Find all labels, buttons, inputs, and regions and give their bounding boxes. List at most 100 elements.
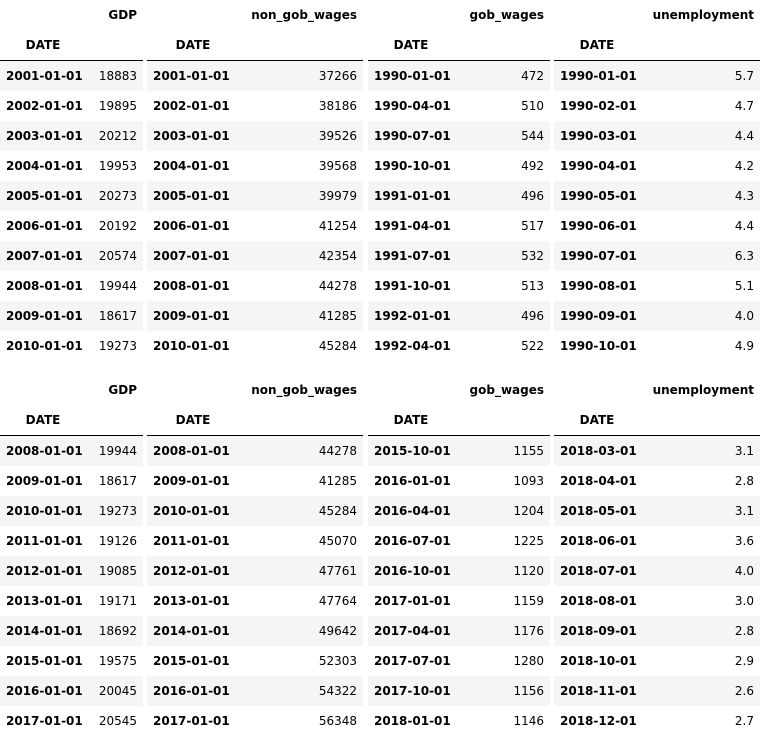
table-row: 2003-01-01 39526 [147, 121, 363, 151]
table-row: 2001-01-01 18883 [0, 60, 143, 91]
cell-value: 4.4 [734, 129, 754, 143]
cell-value: 41285 [318, 309, 357, 323]
row-index-date: 1990-09-01 [560, 309, 637, 323]
row-index-date: 2016-01-01 [374, 474, 451, 488]
cell-value: 47764 [318, 594, 357, 608]
table-row: 1990-10-01 4.9 [554, 331, 760, 361]
table-row: 2016-01-01 54322 [147, 676, 363, 706]
index-header: DATE [368, 30, 454, 61]
table-row: 2017-07-01 1280 [368, 646, 550, 676]
row-index-date: 2015-01-01 [153, 654, 230, 668]
table-row: 2015-10-01 1155 [368, 435, 550, 466]
row-index-date: 2011-01-01 [153, 534, 230, 548]
table-row: 2017-04-01 1176 [368, 616, 550, 646]
table-row: 1990-09-01 4.0 [554, 301, 760, 331]
table-row: 2016-01-01 20045 [0, 676, 143, 706]
table-row: 2010-01-01 45284 [147, 331, 363, 361]
row-index-date: 2009-01-01 [6, 474, 83, 488]
header-blank [239, 30, 363, 61]
cell-value: 42354 [318, 249, 357, 263]
table-row: 1991-07-01 532 [368, 241, 550, 271]
index-header: DATE [0, 405, 86, 436]
row-index-date: 2005-01-01 [153, 189, 230, 203]
row-index-date: 2018-05-01 [560, 504, 637, 518]
index-header: DATE [147, 30, 239, 61]
row-index-date: 2006-01-01 [153, 219, 230, 233]
table-row: 1990-06-01 4.4 [554, 211, 760, 241]
row-index-date: 2018-09-01 [560, 624, 637, 638]
cell-value: 6.3 [734, 249, 754, 263]
table-row: 2006-01-01 20192 [0, 211, 143, 241]
cell-value: 1146 [513, 714, 544, 728]
table-row: 1990-07-01 6.3 [554, 241, 760, 271]
table-row: 1991-10-01 513 [368, 271, 550, 301]
cell-value: 18883 [98, 69, 137, 83]
row-index-date: 1991-10-01 [374, 279, 451, 293]
cell-value: 20045 [98, 684, 137, 698]
row-index-date: 1990-10-01 [374, 159, 451, 173]
cell-value: 492 [521, 159, 544, 173]
row-index-date: 2014-01-01 [6, 624, 83, 638]
cell-value: 39568 [318, 159, 357, 173]
table-row: 2016-01-01 1093 [368, 466, 550, 496]
row-index-date: 2018-06-01 [560, 534, 637, 548]
cell-value: 19575 [98, 654, 137, 668]
row-index-date: 1990-08-01 [560, 279, 637, 293]
table-row: 2015-01-01 52303 [147, 646, 363, 676]
row-index-date: 2017-10-01 [374, 684, 451, 698]
index-header: DATE [554, 405, 640, 436]
cell-value: 56348 [318, 714, 357, 728]
table-row: 1990-01-01 472 [368, 60, 550, 91]
cell-value: 1159 [513, 594, 544, 608]
cell-value: 3.0 [734, 594, 754, 608]
table-row: 2018-08-01 3.0 [554, 586, 760, 616]
row-index-date: 2012-01-01 [153, 564, 230, 578]
cell-value: 4.0 [734, 564, 754, 578]
cell-value: 522 [521, 339, 544, 353]
table-row: 2012-01-01 47761 [147, 556, 363, 586]
cell-value: 45284 [318, 504, 357, 518]
cell-value: 19273 [98, 339, 137, 353]
table-row: 2003-01-01 20212 [0, 121, 143, 151]
row-index-date: 2003-01-01 [6, 129, 83, 143]
row-index-date: 2016-01-01 [6, 684, 83, 698]
table-row: 1990-05-01 4.3 [554, 181, 760, 211]
column-header: gob_wages [469, 8, 544, 22]
table-row: 2017-01-01 1159 [368, 586, 550, 616]
row-index-date: 1990-01-01 [560, 69, 637, 83]
dataframe-table-gob-wages: gob_wages DATE 1990-01-01 472 1990-04-01 510 1… [368, 0, 550, 361]
cell-value: 18692 [98, 624, 137, 638]
table-row: 2018-10-01 2.9 [554, 646, 760, 676]
cell-value: 45284 [318, 339, 357, 353]
row-index-date: 2007-01-01 [153, 249, 230, 263]
table-row: 2018-05-01 3.1 [554, 496, 760, 526]
table-row: 2013-01-01 19171 [0, 586, 143, 616]
cell-value: 19895 [98, 99, 137, 113]
cell-value: 496 [521, 309, 544, 323]
cell-value: 19953 [98, 159, 137, 173]
header-blank [554, 0, 640, 30]
header-blank [0, 0, 86, 30]
dataframe-table-gdp: GDP DATE 2001-01-01 18883 2002-01-01 19895 200… [0, 0, 143, 361]
row-index-date: 2015-01-01 [6, 654, 83, 668]
row-index-date: 2012-01-01 [6, 564, 83, 578]
table-row: 2002-01-01 38186 [147, 91, 363, 121]
table-row: 2012-01-01 19085 [0, 556, 143, 586]
table-row: 2011-01-01 45070 [147, 526, 363, 556]
row-index-date: 1990-07-01 [560, 249, 637, 263]
cell-value: 2.9 [734, 654, 754, 668]
cell-value: 517 [521, 219, 544, 233]
cell-value: 39979 [318, 189, 357, 203]
cell-value: 532 [521, 249, 544, 263]
table-row: 2014-01-01 49642 [147, 616, 363, 646]
row-index-date: 2016-01-01 [153, 684, 230, 698]
cell-value: 4.0 [734, 309, 754, 323]
cell-value: 2.7 [734, 714, 754, 728]
row-index-date: 1992-01-01 [374, 309, 451, 323]
cell-value: 39526 [318, 129, 357, 143]
header-blank [0, 375, 86, 405]
row-index-date: 2018-01-01 [374, 714, 451, 728]
table-row: 2014-01-01 18692 [0, 616, 143, 646]
cell-value: 4.4 [734, 219, 754, 233]
cell-value: 3.1 [734, 504, 754, 518]
